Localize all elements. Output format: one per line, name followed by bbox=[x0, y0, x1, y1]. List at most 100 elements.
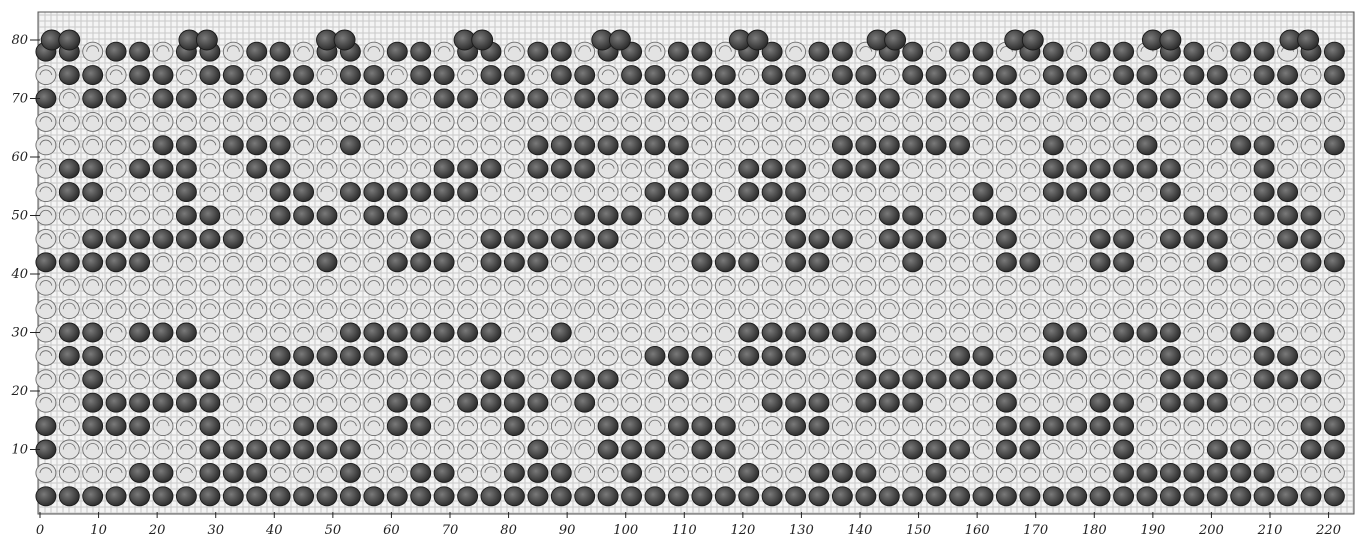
stitch-light bbox=[691, 228, 713, 249]
stitch-light-arc bbox=[39, 303, 53, 310]
stitch-light-arc bbox=[976, 115, 990, 122]
stitch-light-arc bbox=[1070, 209, 1084, 216]
stitch-dark bbox=[878, 158, 900, 179]
stitch-dark bbox=[82, 182, 104, 203]
stitch-light bbox=[1277, 462, 1299, 483]
stitch-dark bbox=[386, 322, 408, 343]
stitch-light-arc bbox=[578, 302, 592, 310]
stitch-dark bbox=[597, 486, 619, 507]
stitch-light-arc bbox=[1023, 233, 1037, 239]
stitch-light-arc bbox=[461, 350, 474, 356]
stitch-light bbox=[1230, 205, 1252, 226]
stitch-light-arc bbox=[156, 443, 170, 450]
stitch-light-arc bbox=[1070, 232, 1084, 239]
stitch-light bbox=[714, 275, 736, 296]
stitch-light bbox=[995, 135, 1017, 156]
stitch-light bbox=[503, 275, 525, 296]
stitch-light-arc bbox=[297, 326, 310, 333]
stitch-light-arc bbox=[273, 116, 287, 122]
stitch-light bbox=[527, 205, 549, 226]
stitch-light-arc bbox=[1164, 280, 1177, 286]
stitch-dark bbox=[129, 65, 151, 86]
stitch-light bbox=[410, 439, 432, 460]
x-tick-label: 190 bbox=[1140, 523, 1165, 538]
stitch-dark bbox=[1159, 228, 1181, 249]
stitch-dark bbox=[550, 462, 572, 483]
stitch-light-arc bbox=[718, 185, 732, 193]
stitch-light bbox=[480, 205, 502, 226]
stitch-light bbox=[199, 299, 221, 320]
stitch-dark bbox=[1159, 392, 1181, 413]
stitch-light bbox=[1253, 416, 1275, 437]
stitch-dark bbox=[855, 369, 877, 390]
stitch-dark bbox=[855, 65, 877, 86]
stitch-light-arc bbox=[836, 443, 849, 450]
stitch-dark bbox=[269, 65, 291, 86]
stitch-light-arc bbox=[390, 115, 404, 122]
stitch-light bbox=[222, 345, 244, 366]
stitch-light-arc bbox=[1023, 139, 1037, 146]
stitch-light bbox=[831, 299, 853, 320]
stitch-light bbox=[175, 462, 197, 483]
stitch-light-arc bbox=[1000, 326, 1013, 333]
stitch-light bbox=[433, 111, 455, 132]
stitch-light-arc bbox=[414, 138, 428, 146]
stitch-dark bbox=[621, 135, 643, 156]
stitch-dark bbox=[808, 462, 830, 483]
stitch-light-arc bbox=[250, 326, 264, 333]
stitch-light-arc bbox=[601, 256, 615, 263]
stitch-light bbox=[293, 252, 315, 273]
stitch-light bbox=[550, 299, 572, 320]
stitch-light bbox=[433, 275, 455, 296]
stitch-dark bbox=[667, 135, 689, 156]
stitch-light bbox=[714, 392, 736, 413]
stitch-dark bbox=[1206, 439, 1228, 460]
stitch-light-arc bbox=[648, 396, 662, 403]
stitch-light-arc bbox=[836, 397, 849, 403]
stitch-dark bbox=[831, 158, 853, 179]
stitch-light bbox=[949, 462, 971, 483]
stitch-light-arc bbox=[906, 302, 920, 310]
stitch-dark bbox=[995, 392, 1017, 413]
stitch-crown bbox=[1297, 29, 1320, 51]
stitch-light-arc bbox=[203, 163, 217, 169]
stitch-light-arc bbox=[859, 116, 873, 122]
stitch-dark bbox=[339, 462, 361, 483]
stitch-light-arc bbox=[508, 46, 521, 52]
stitch-light-arc bbox=[836, 186, 849, 193]
stitch-light bbox=[527, 65, 549, 86]
stitch-light bbox=[35, 228, 57, 249]
stitch-dark bbox=[1323, 416, 1345, 437]
stitch-dark bbox=[1183, 41, 1205, 62]
stitch-light bbox=[386, 275, 408, 296]
stitch-light bbox=[316, 111, 338, 132]
stitch-light bbox=[574, 462, 596, 483]
stitch-light bbox=[550, 392, 572, 413]
stitch-light bbox=[105, 439, 127, 460]
stitch-dark bbox=[410, 322, 432, 343]
stitch-dark bbox=[902, 252, 924, 273]
stitch-light bbox=[995, 462, 1017, 483]
stitch-light-arc bbox=[695, 280, 709, 286]
stitch-light-arc bbox=[1210, 302, 1224, 310]
stitch-dark bbox=[129, 41, 151, 62]
stitch-light bbox=[269, 111, 291, 132]
stitch-light-arc bbox=[1070, 396, 1084, 403]
stitch-light-arc bbox=[1093, 209, 1107, 216]
stitch-light-arc bbox=[929, 350, 943, 356]
stitch-light-arc bbox=[601, 467, 615, 473]
x-axis: 0 10 20 30 40 50 60 70 80 90 100 110 120 130 140 150 160… bbox=[36, 512, 1341, 538]
stitch-dark bbox=[527, 439, 549, 460]
stitch-light-arc bbox=[109, 443, 123, 450]
stitch-dark bbox=[902, 205, 924, 226]
stitch-dark bbox=[714, 88, 736, 109]
stitch-light bbox=[738, 275, 760, 296]
stitch-dark bbox=[785, 416, 807, 437]
stitch-light-arc bbox=[1328, 233, 1341, 239]
stitch-light bbox=[1113, 111, 1135, 132]
stitch-light-arc bbox=[1328, 467, 1341, 473]
stitch-light-arc bbox=[601, 186, 615, 193]
stitch-light-arc bbox=[1093, 303, 1107, 310]
stitch-light bbox=[1300, 392, 1322, 413]
stitch-light bbox=[621, 322, 643, 343]
